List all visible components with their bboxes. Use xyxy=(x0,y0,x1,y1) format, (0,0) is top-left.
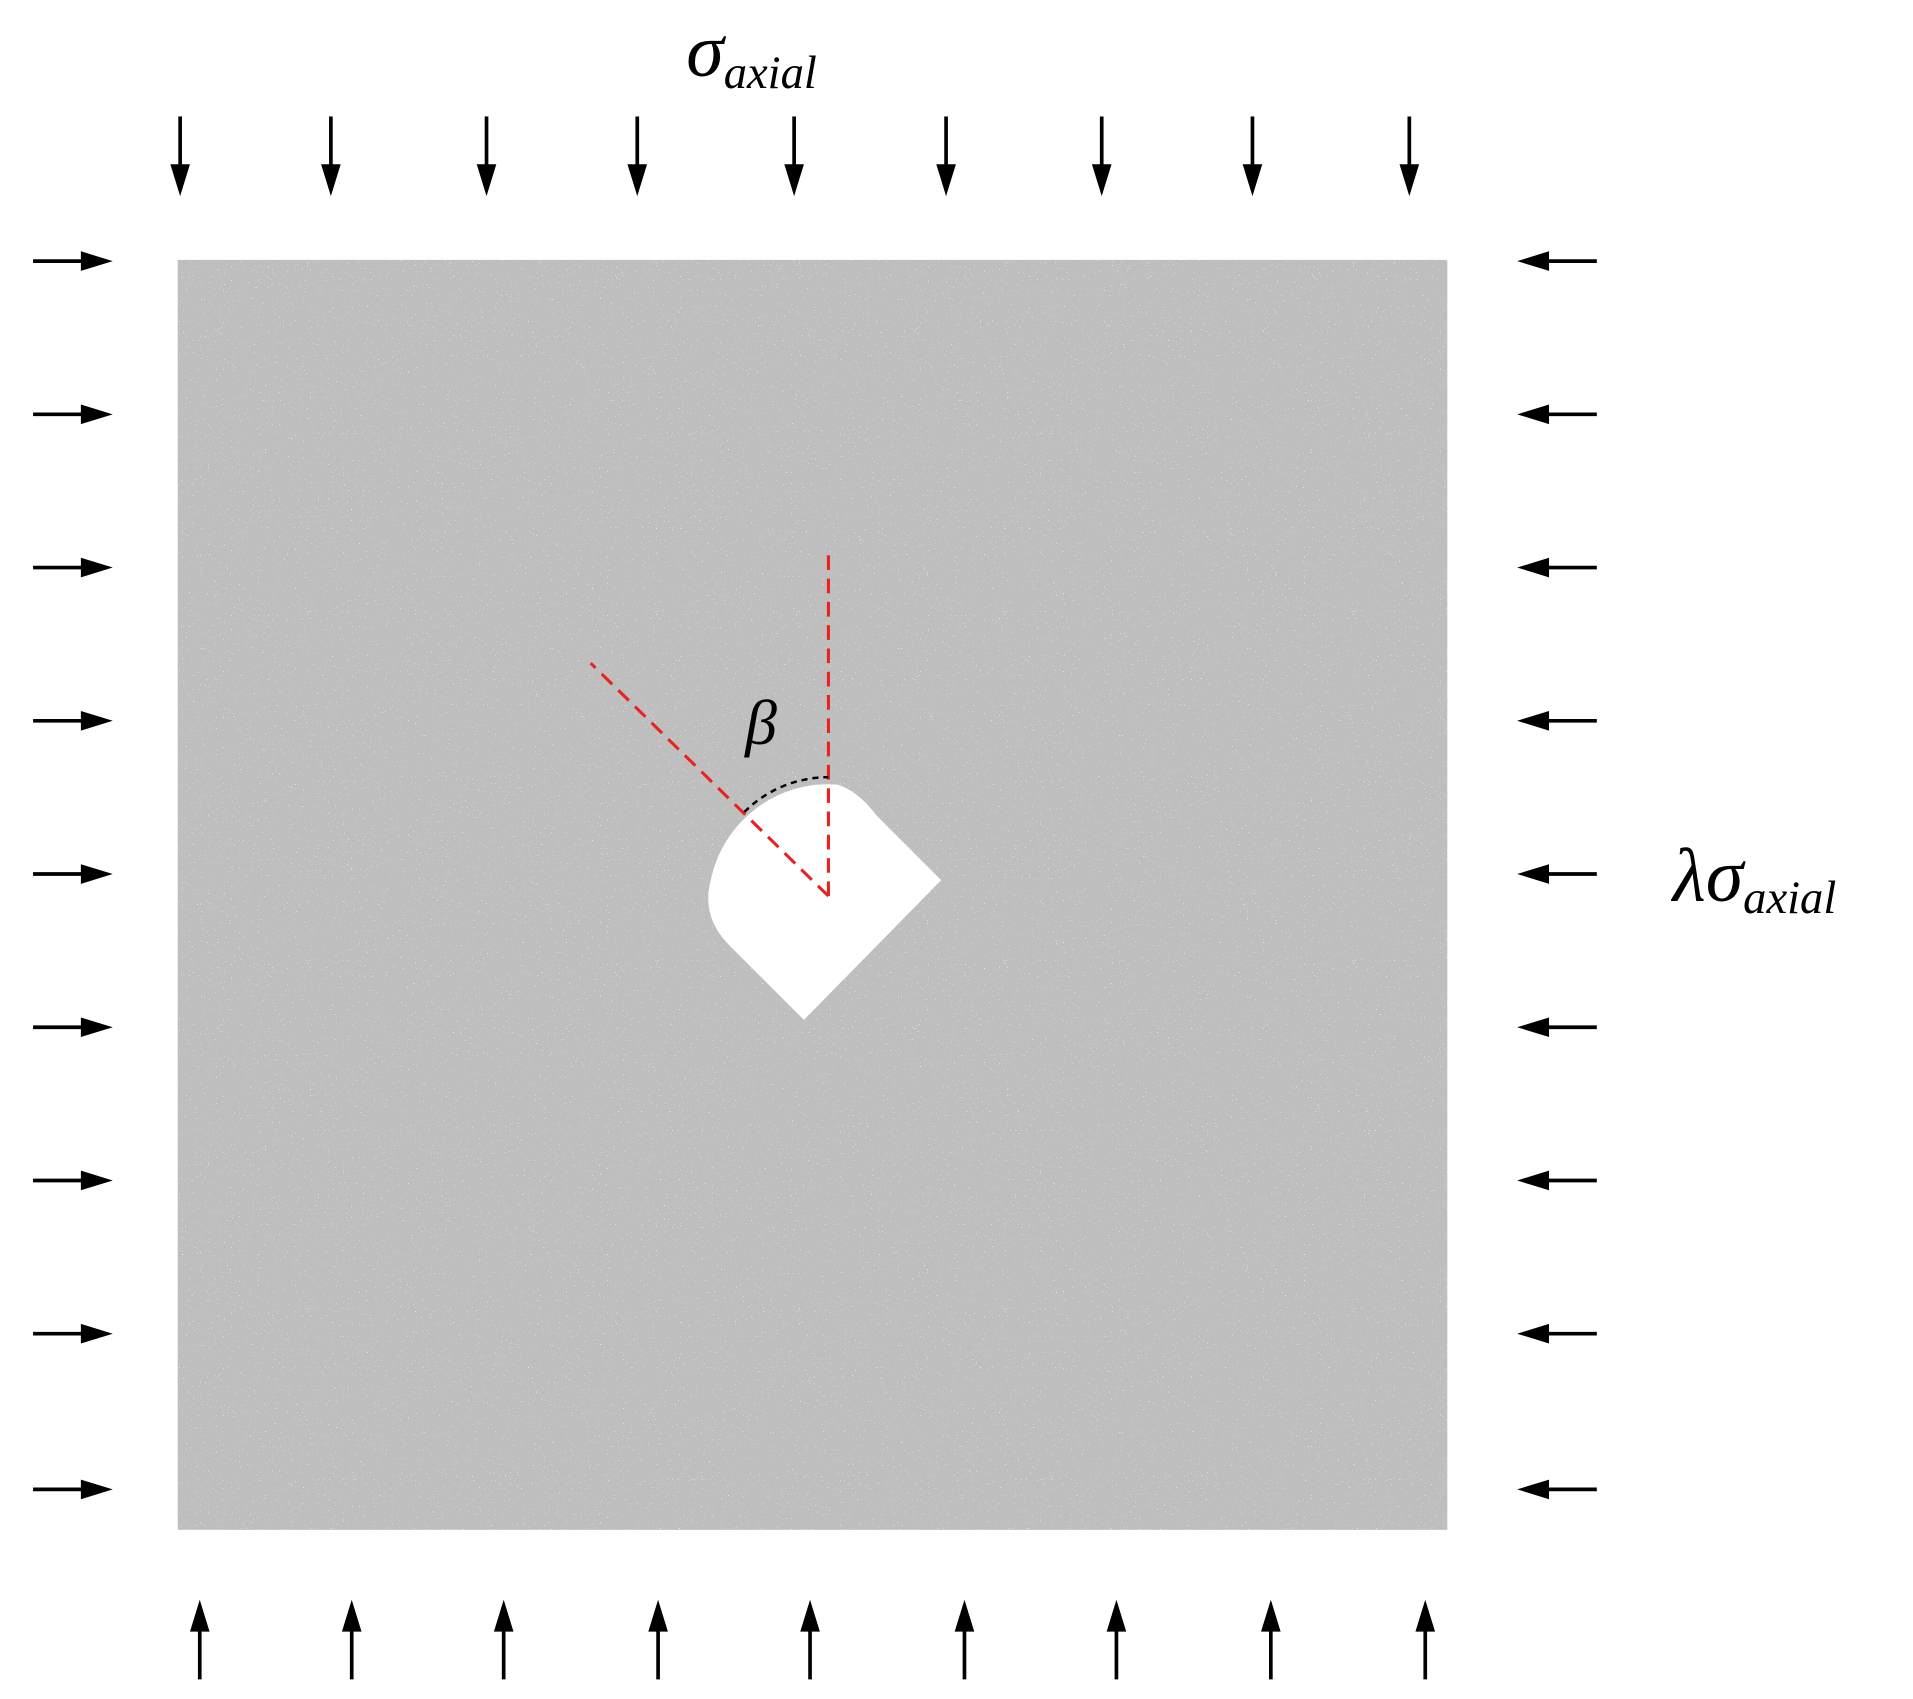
arrow xyxy=(1091,164,1112,197)
arrow xyxy=(1517,1323,1550,1344)
arrow xyxy=(321,164,341,197)
symbol: σ xyxy=(686,9,726,93)
arrow xyxy=(80,404,113,425)
arrow xyxy=(189,1599,210,1632)
angle-arc xyxy=(743,775,829,813)
arrow xyxy=(1517,1479,1550,1500)
arrow xyxy=(1261,1599,1281,1632)
arrow xyxy=(1106,1599,1127,1632)
arrow xyxy=(627,164,648,197)
arrow xyxy=(1517,251,1550,271)
arrow xyxy=(476,164,497,197)
arrow xyxy=(784,164,804,197)
arrow xyxy=(1415,1599,1436,1632)
tunnel-axis-line xyxy=(589,662,830,898)
arrow xyxy=(80,864,113,884)
axial-load-label: σaxial xyxy=(686,9,817,99)
arrow xyxy=(341,1599,362,1632)
arrow xyxy=(80,1479,113,1500)
arrow xyxy=(1517,557,1550,578)
arrow xyxy=(80,710,113,731)
arrow xyxy=(936,164,956,197)
load-arrows xyxy=(33,116,1597,1680)
arrow xyxy=(80,1170,113,1191)
symbol: λσ xyxy=(1671,834,1746,918)
arrow xyxy=(80,1017,113,1038)
arrow xyxy=(493,1599,514,1632)
arrow xyxy=(80,251,113,271)
tunnel-opening xyxy=(708,784,942,1020)
arrow xyxy=(800,1599,820,1632)
arrow xyxy=(648,1599,668,1632)
lateral-load-label: λσaxial xyxy=(1671,834,1836,924)
arrow xyxy=(954,1599,975,1632)
angle-label: β xyxy=(743,687,777,758)
arrow xyxy=(1517,710,1550,731)
arrow xyxy=(1242,164,1263,197)
arrow xyxy=(80,1323,113,1344)
subscript: axial xyxy=(1743,873,1836,924)
arrow xyxy=(1517,1017,1550,1038)
subscript: axial xyxy=(724,48,817,99)
arrow xyxy=(1399,164,1420,197)
arrow xyxy=(1517,1170,1550,1191)
arrow xyxy=(80,557,113,578)
arrow xyxy=(170,164,190,197)
arrow xyxy=(1517,864,1550,884)
arrow xyxy=(1517,404,1550,425)
